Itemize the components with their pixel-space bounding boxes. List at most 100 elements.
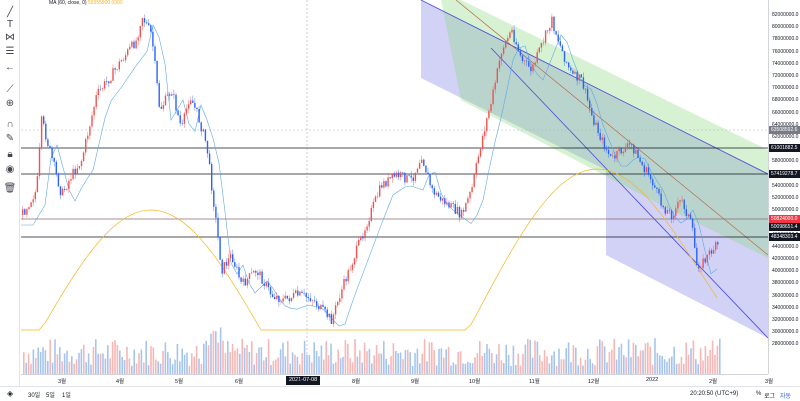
volume-bar xyxy=(83,344,85,374)
candle-body xyxy=(358,240,360,246)
candle-body xyxy=(635,149,637,154)
volume-bar xyxy=(39,352,42,374)
volume-bar xyxy=(680,356,683,374)
candle-body xyxy=(101,88,104,90)
candle-body xyxy=(475,163,477,175)
volume-bar xyxy=(663,359,666,374)
volume-bar xyxy=(529,339,531,374)
ruler-icon[interactable]: ⟋ xyxy=(6,83,14,95)
volume-bar xyxy=(159,363,162,374)
candle-body xyxy=(292,292,295,298)
price-line-label: 57419278.7 xyxy=(769,170,800,178)
price-tick-label: 76000000.0 xyxy=(772,48,799,55)
volume-bar xyxy=(351,362,354,374)
eye-icon[interactable]: ◉ xyxy=(5,163,15,175)
candle-body xyxy=(91,115,93,127)
time-axis[interactable]: 2021-07-08 3월 4월 5월 6월 7월 8월 9월 10월 11월 12월 2022 2월… xyxy=(21,374,773,386)
magnet-icon[interactable]: ∩ xyxy=(6,118,14,130)
volume-bar xyxy=(515,365,517,374)
candle-body xyxy=(618,148,620,152)
candle-body xyxy=(217,217,219,238)
volume-bar xyxy=(707,356,709,374)
candle-body xyxy=(633,144,635,154)
log-button[interactable]: 로그 xyxy=(764,394,776,400)
candle-body xyxy=(473,174,475,188)
candle-body xyxy=(328,313,330,318)
candle-body xyxy=(639,157,641,162)
price-tick-label: 42000000.0 xyxy=(772,256,799,262)
candle-body xyxy=(232,254,234,263)
time-tick-label: 2022 xyxy=(646,377,659,383)
zoom-in-icon[interactable]: ⊕ xyxy=(5,97,15,109)
range-1d-button[interactable]: 1일 xyxy=(62,393,71,399)
volume-bar xyxy=(551,355,553,374)
candle-body xyxy=(645,167,648,173)
volume-bar xyxy=(584,359,587,374)
volume-bar xyxy=(258,347,260,374)
volume-bar xyxy=(426,361,428,374)
volume-bar xyxy=(692,340,695,374)
volume-bar xyxy=(656,352,659,374)
volume-bar xyxy=(524,344,527,374)
volume-bar xyxy=(378,353,380,374)
volume-bar xyxy=(476,353,479,374)
price-chart[interactable] xyxy=(21,0,768,374)
candle-body xyxy=(549,27,551,31)
chart-pane[interactable]: MA (60, close, 0) 59355900.0000 xyxy=(21,0,768,374)
candle-body xyxy=(616,151,618,159)
range-5d-button[interactable]: 5일 xyxy=(46,393,55,399)
volume-bar xyxy=(541,361,543,374)
volume-bar xyxy=(527,338,529,374)
volume-bar xyxy=(241,338,243,374)
volume-bar xyxy=(296,356,299,374)
lock-icon[interactable]: 🔒︎ xyxy=(7,148,13,160)
price-tick-label: 50000000.0 xyxy=(772,207,799,214)
fib-icon[interactable]: ☰ xyxy=(5,45,15,57)
candle-body xyxy=(505,41,507,48)
volume-bar xyxy=(54,339,56,374)
volume-bar xyxy=(104,358,107,374)
volume-bar xyxy=(311,362,313,374)
volume-bar xyxy=(457,352,459,374)
candle-body xyxy=(322,304,324,307)
volume-bar xyxy=(188,365,191,374)
layers-icon[interactable]: ◈ xyxy=(7,389,14,398)
candle-body xyxy=(511,29,513,33)
candle-body xyxy=(171,94,173,96)
clock: 20:20:50 (UTC+9) xyxy=(690,391,739,397)
volume-bar xyxy=(123,359,126,374)
volume-bar xyxy=(152,347,155,374)
lock-drawing-icon[interactable]: ✎ xyxy=(5,132,15,144)
text-icon[interactable]: T xyxy=(6,18,14,30)
volume-bar xyxy=(522,353,524,374)
time-tick-label: 5월 xyxy=(175,379,184,385)
crosshair-icon[interactable]: ╱ xyxy=(6,6,14,18)
trash-icon[interactable]: 🗑︎ xyxy=(3,182,17,194)
volume-bar xyxy=(431,342,433,374)
candle-body xyxy=(318,306,320,310)
candle-body xyxy=(120,60,123,62)
auto-button[interactable]: 자동 xyxy=(780,394,792,400)
candle-body xyxy=(221,259,223,274)
percent-button[interactable]: % xyxy=(756,391,762,397)
time-tick-label: 9월 xyxy=(411,379,420,385)
candle-body xyxy=(271,294,274,297)
price-tick-label: 28000000.0 xyxy=(772,341,799,348)
arrow-icon[interactable]: ← xyxy=(5,61,15,73)
pattern-icon[interactable]: ⋈ xyxy=(5,31,15,43)
volume-bar xyxy=(363,342,366,374)
volume-bar xyxy=(503,363,505,374)
candle-body xyxy=(99,88,102,90)
candle-body xyxy=(240,277,242,282)
volume-bar xyxy=(162,350,164,374)
volume-bar xyxy=(102,353,104,374)
price-axis[interactable]: 82000000.0 80000000.0 78000000.0 76000000.0… xyxy=(768,0,800,374)
range-30d-button[interactable]: 30일 xyxy=(28,393,41,399)
volume-bar xyxy=(107,345,109,374)
candle-body xyxy=(45,123,47,140)
volume-bar xyxy=(179,361,181,374)
volume-bar xyxy=(344,340,347,374)
volume-bar xyxy=(135,363,138,374)
volume-bar xyxy=(591,363,594,374)
candle-body xyxy=(526,60,528,62)
